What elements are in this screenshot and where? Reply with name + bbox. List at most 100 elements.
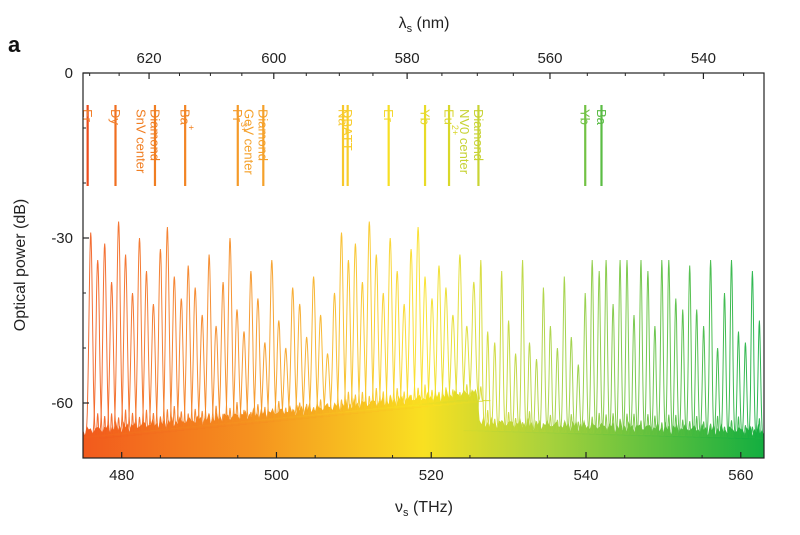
spectrum-trace xyxy=(282,303,317,419)
transition-label: DBATT xyxy=(340,109,355,151)
spectrum-trace xyxy=(296,276,331,417)
spectrum-trace xyxy=(387,303,421,408)
spectrum-trace xyxy=(164,298,198,430)
spectrum-trace xyxy=(233,270,268,423)
spectrum-trace xyxy=(268,347,303,420)
spectrum-trace xyxy=(428,287,463,404)
transition-label: Ba+ xyxy=(178,109,196,130)
axes: 480 500 520 540 560 0 -30 -60 620 600 580 560 540 xyxy=(51,50,765,484)
spectrum-trace xyxy=(275,287,310,419)
top-tick-label: 600 xyxy=(261,50,286,67)
x-tick-label: 480 xyxy=(109,467,134,484)
top-tick-label: 580 xyxy=(395,50,420,67)
spectrum-trace xyxy=(129,270,164,434)
spectrum-trace xyxy=(83,259,115,438)
spectrum-trace xyxy=(380,270,414,409)
transition-label-text: Diamond xyxy=(471,109,486,161)
x-tick-label: 540 xyxy=(573,467,598,484)
spectrum-trace xyxy=(352,221,386,412)
spectrum-trace xyxy=(178,287,212,429)
spectrum-trace xyxy=(415,298,449,406)
spectrum-trace xyxy=(261,320,296,421)
panel-label: a xyxy=(8,32,21,57)
spectrum-trace xyxy=(150,226,184,431)
transition-label: Yb xyxy=(417,109,432,125)
spectrum-trace xyxy=(345,281,379,412)
spectrum-trace xyxy=(324,232,359,414)
transition-label-text: Er xyxy=(80,109,95,123)
spectrum-trace xyxy=(366,292,400,410)
plot-area xyxy=(83,221,764,458)
spectrum-trace xyxy=(303,314,338,417)
top-axis-title: λs (nm) xyxy=(399,15,450,35)
spectrum-trace xyxy=(87,243,122,438)
noise-floor-band xyxy=(83,388,764,458)
transition-label-text: Er xyxy=(381,109,396,123)
transition-label: Dy xyxy=(108,109,123,125)
spectrum-trace xyxy=(185,314,219,428)
x-tick-label: 520 xyxy=(419,467,444,484)
spectrum-trace xyxy=(331,259,366,414)
transition-label: Er xyxy=(381,109,396,123)
spectrum-trace xyxy=(317,292,352,415)
spectrum-trace xyxy=(213,237,247,425)
spectrum-trace xyxy=(442,254,477,403)
y-tick-label: 0 xyxy=(65,65,73,82)
transition-label-text: GeV center xyxy=(242,109,257,175)
top-tick-label: 620 xyxy=(137,50,162,67)
transition-label-text: Yb xyxy=(578,109,593,125)
transition-label-text: Yb xyxy=(417,109,432,125)
spectrum-trace xyxy=(435,314,470,404)
transition-label-text: NV0 center xyxy=(457,109,472,175)
spectrum-trace xyxy=(401,226,435,407)
top-tick-label: 540 xyxy=(691,50,716,67)
spectrum-trace xyxy=(143,248,177,432)
spectrum-trace xyxy=(310,353,345,416)
transition-label: Er xyxy=(80,109,95,123)
spectrum-trace xyxy=(94,281,129,437)
spectrum-trace xyxy=(157,276,191,431)
transition-label-text: Diamond xyxy=(256,109,271,161)
spectrum-trace xyxy=(171,265,205,429)
spectrum-trace xyxy=(456,281,491,402)
spectrum-trace xyxy=(422,265,456,405)
spectrum-trace xyxy=(247,342,282,422)
transition-label-text: Diamond xyxy=(147,109,162,161)
transition-label-text: Ba xyxy=(594,109,609,126)
y-tick-label: -30 xyxy=(51,230,73,247)
spectrum-trace xyxy=(108,254,143,436)
top-tick-label: 560 xyxy=(537,50,562,67)
spectrum-trace xyxy=(408,276,442,406)
spectrum-trace xyxy=(206,281,240,426)
spectrum-trace xyxy=(338,243,372,413)
transition-label-text: DBATT xyxy=(340,109,355,151)
spectrum-trace xyxy=(240,298,275,423)
x-axis-title: νs (THz) xyxy=(395,499,453,519)
transition-label: Yb xyxy=(578,109,593,125)
x-tick-label: 500 xyxy=(264,467,289,484)
transition-label-text: SnV center xyxy=(133,109,148,174)
spectrum-trace xyxy=(192,254,226,427)
spectrum-trace xyxy=(83,232,108,439)
spectrum-trace xyxy=(101,221,136,436)
plot-frame xyxy=(82,72,765,459)
spectrum-trace xyxy=(136,303,171,433)
spectrum-trace xyxy=(254,259,289,421)
transition-label-text: Dy xyxy=(108,109,123,125)
spectrum-trace xyxy=(122,237,157,434)
spectrum-trace xyxy=(742,320,764,440)
spectrum-trace xyxy=(226,331,261,424)
spectrum-trace xyxy=(115,292,150,435)
transition-label: Ba xyxy=(594,109,609,126)
spectrum-trace xyxy=(359,254,393,411)
spectrum-trace xyxy=(220,309,254,425)
y-axis-title: Optical power (dB) xyxy=(12,199,29,332)
transition-label-text: Ba+ xyxy=(178,109,196,130)
spectrum-trace xyxy=(394,248,428,408)
x-tick-label: 560 xyxy=(728,467,753,484)
